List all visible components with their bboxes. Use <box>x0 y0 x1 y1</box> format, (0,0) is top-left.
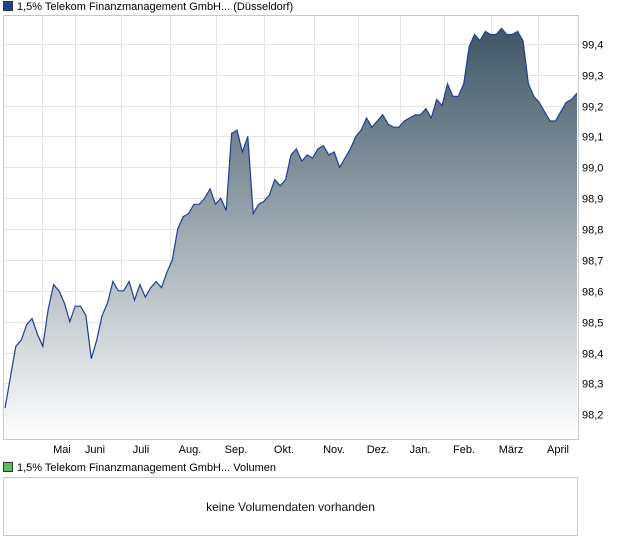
y-tick-label: 98,4 <box>582 349 603 361</box>
price-legend-label: 1,5% Telekom Finanzmanagement GmbH... (D… <box>17 1 294 13</box>
price-legend: 1,5% Telekom Finanzmanagement GmbH... (D… <box>3 1 293 13</box>
x-tick-label: März <box>499 444 523 456</box>
volume-legend: 1,5% Telekom Finanzmanagement GmbH... Vo… <box>3 462 276 474</box>
x-tick-label: Aug. <box>179 444 202 456</box>
x-tick-label: April <box>547 444 569 456</box>
y-tick-label: 99,4 <box>582 40 603 52</box>
x-tick-label: Feb. <box>453 444 475 456</box>
x-tick-label: Dez. <box>367 444 390 456</box>
price-line <box>4 27 578 409</box>
x-tick-label: Mai <box>53 444 71 456</box>
x-tick-label: Nov. <box>323 444 345 456</box>
volume-legend-swatch <box>3 462 13 472</box>
x-axis: Mai Juni Juli Aug. Sep. Okt. Nov. Dez. Jan. Feb. M… <box>53 444 569 456</box>
y-axis: 99,4 99,3 99,2 99,1 99,0 98,9 98,8 98,7 98,6 98,5… <box>582 40 603 422</box>
y-tick-label: 98,8 <box>582 225 603 237</box>
y-tick-label: 99,2 <box>582 102 603 114</box>
volume-empty-message: keine Volumendaten vorhanden <box>206 500 375 514</box>
volume-legend-label: 1,5% Telekom Finanzmanagement GmbH... Vo… <box>17 462 277 474</box>
y-tick-label: 99,0 <box>582 163 603 175</box>
x-tick-label: Juni <box>85 444 105 456</box>
price-area <box>5 28 577 440</box>
y-tick-label: 99,1 <box>582 132 603 144</box>
x-tick-label: Juli <box>133 444 150 456</box>
y-tick-label: 98,6 <box>582 287 603 299</box>
y-tick-label: 98,3 <box>582 379 603 391</box>
x-tick-label: Sep. <box>225 444 248 456</box>
y-tick-label: 98,2 <box>582 410 603 422</box>
x-tick-label: Okt. <box>274 444 294 456</box>
price-legend-swatch <box>3 1 13 11</box>
y-tick-label: 98,9 <box>582 194 603 206</box>
x-tick-label: Jan. <box>410 444 431 456</box>
y-tick-label: 99,3 <box>582 71 603 83</box>
volume-panel: keine Volumendaten vorhanden <box>3 477 578 536</box>
y-tick-label: 98,7 <box>582 256 603 268</box>
y-tick-label: 98,5 <box>582 318 603 330</box>
